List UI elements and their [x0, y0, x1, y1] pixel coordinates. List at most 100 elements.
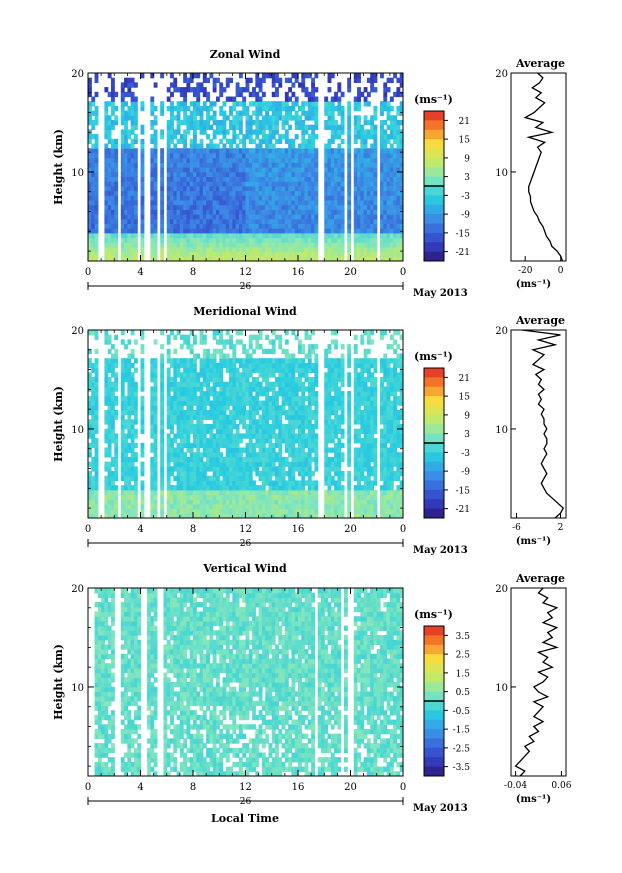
heatmap-cell — [307, 405, 312, 411]
heatmap-cell — [124, 129, 128, 135]
heatmap-cell — [294, 438, 299, 444]
heatmap-cell — [176, 466, 181, 472]
heatmap-cell — [94, 447, 99, 453]
heatmap-cell — [340, 181, 345, 187]
heatmap-cell — [399, 251, 403, 257]
heatmap-cell — [278, 503, 283, 510]
heatmap-cell — [219, 138, 224, 145]
heatmap-cell — [88, 461, 92, 467]
heatmap-cell — [127, 242, 132, 248]
heatmap-cell — [380, 176, 384, 182]
heatmap-cell — [88, 115, 92, 121]
heatmap-cell — [107, 433, 112, 439]
heatmap-cell — [170, 386, 174, 392]
heatmap-cell — [265, 228, 270, 234]
heatmap-cell — [294, 386, 299, 392]
heatmap-cell — [222, 199, 227, 206]
heatmap-cell — [252, 499, 256, 505]
heatmap-cell — [225, 96, 230, 102]
heatmap-cell — [268, 223, 273, 229]
heatmap-cell — [245, 115, 250, 121]
heatmap-cell — [179, 391, 184, 397]
heatmap-cell — [91, 171, 96, 177]
heatmap-cell — [127, 110, 132, 116]
heatmap-cell — [179, 362, 184, 369]
heatmap-cell — [307, 424, 312, 430]
heatmap-cell — [294, 377, 299, 383]
heatmap-cell — [215, 348, 220, 355]
heatmap-cell — [396, 129, 401, 135]
heatmap-cell — [176, 461, 181, 467]
heatmap-cell — [114, 466, 119, 472]
heatmap-cell — [130, 246, 135, 253]
heatmap-cell — [170, 237, 174, 243]
heatmap-cell — [271, 485, 276, 491]
heatmap-cell — [88, 348, 92, 355]
heatmap-cell — [176, 391, 181, 397]
heatmap-cell — [265, 358, 270, 364]
heatmap-cell — [206, 96, 211, 102]
heatmap-cell — [242, 461, 247, 467]
heatmap-cell — [94, 386, 99, 392]
heatmap-cell — [307, 251, 312, 257]
heatmap-cell — [330, 167, 335, 173]
heatmap-cell — [120, 204, 125, 210]
heatmap-cell — [166, 353, 171, 359]
heatmap-cell — [258, 471, 263, 477]
heatmap-cell — [304, 214, 309, 220]
heatmap-cell — [225, 185, 230, 192]
heatmap-cell — [183, 195, 188, 201]
heatmap-cell — [337, 96, 342, 102]
heatmap-cell — [179, 409, 184, 416]
heatmap-cell — [222, 101, 227, 107]
heatmap-cell — [258, 195, 263, 201]
heatmap-cell — [307, 419, 312, 425]
heatmap-cell — [327, 152, 332, 159]
heatmap-cell — [229, 489, 233, 496]
heatmap-cell — [120, 134, 125, 140]
heatmap-cell — [357, 185, 361, 192]
heatmap-cell — [120, 242, 125, 248]
heatmap-cell — [380, 157, 384, 163]
heatmap-cell — [370, 237, 375, 243]
heatmap-cell — [311, 381, 316, 387]
heatmap-cell — [245, 391, 250, 397]
heatmap-cell — [150, 513, 155, 518]
heatmap-cell — [140, 466, 145, 472]
heatmap-cell — [176, 199, 181, 206]
heatmap-cell — [360, 195, 365, 201]
heatmap-cell — [396, 195, 401, 201]
heatmap-cell — [170, 494, 174, 500]
heatmap-cell — [120, 358, 125, 364]
heatmap-cell — [271, 400, 276, 406]
heatmap-cell — [189, 115, 194, 121]
heatmap-cell — [222, 358, 227, 364]
heatmap-cell — [176, 508, 181, 514]
heatmap-cell — [307, 110, 312, 116]
heatmap-cell — [183, 471, 188, 477]
heatmap-cell — [94, 251, 99, 257]
heatmap-cell — [104, 438, 109, 444]
heatmap-cell — [294, 242, 299, 248]
heatmap-cell — [314, 251, 319, 257]
heatmap-cell — [363, 228, 368, 234]
heatmap-cell — [281, 199, 286, 206]
heatmap-cell — [150, 105, 155, 112]
heatmap-cell — [130, 456, 135, 463]
heatmap-cell — [120, 419, 125, 425]
heatmap-cell — [389, 256, 394, 261]
heatmap-cell — [268, 489, 273, 496]
heatmap-cell — [160, 475, 165, 481]
heatmap-cell — [347, 251, 352, 257]
heatmap-cell — [363, 237, 368, 243]
heatmap-cell — [324, 214, 329, 220]
heatmap-cell — [258, 167, 263, 173]
heatmap-cell — [173, 475, 178, 481]
heatmap-cell — [268, 433, 273, 439]
heatmap-cell — [229, 199, 233, 206]
heatmap-cell — [166, 96, 171, 102]
heatmap-cell — [133, 381, 138, 387]
heatmap-cell — [288, 176, 293, 182]
heatmap-cell — [173, 508, 178, 514]
heatmap-cell — [94, 115, 99, 121]
